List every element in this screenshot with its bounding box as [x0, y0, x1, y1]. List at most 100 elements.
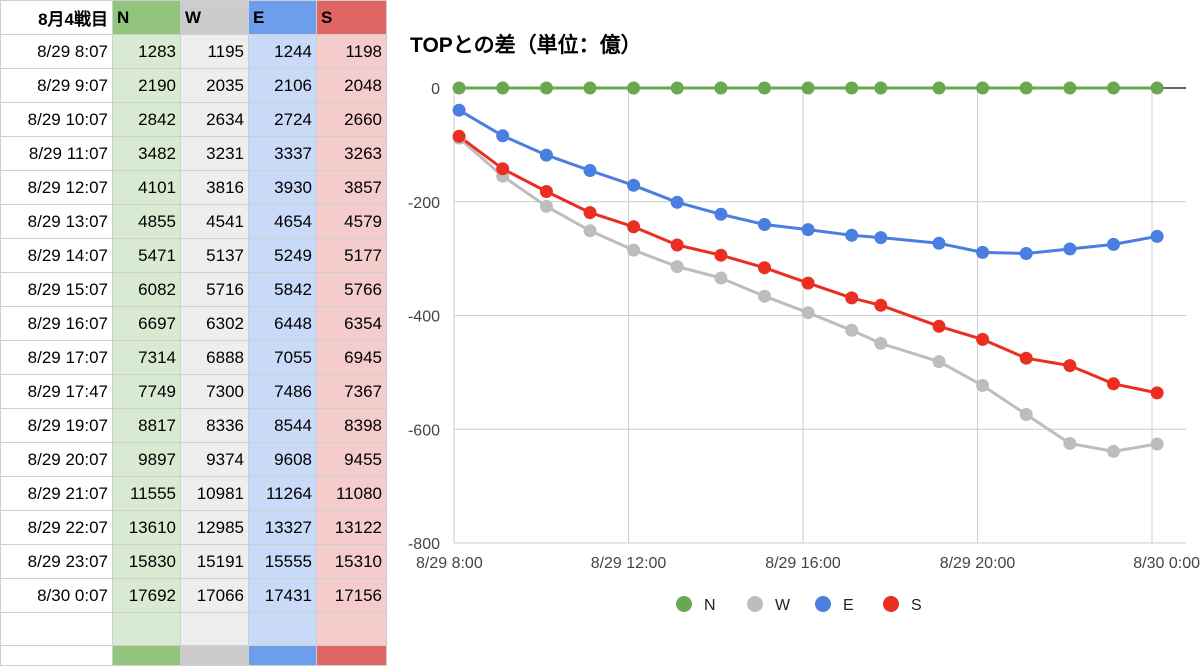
cell-time: 8/29 14:07 — [0, 238, 113, 273]
data-point-e — [1107, 237, 1120, 251]
cell-w: 7300 — [180, 374, 249, 409]
cell-w: 5716 — [180, 272, 249, 307]
header-cell-n: N — [112, 0, 181, 35]
cell-e: 11264 — [248, 476, 317, 511]
data-point-e — [714, 207, 728, 221]
data-point-e — [1150, 229, 1164, 243]
data-point-s — [932, 319, 946, 333]
cell-e: 4654 — [248, 204, 317, 239]
cell-w: 3231 — [180, 136, 249, 171]
cell-s: 13122 — [316, 510, 387, 545]
cell-e: 3930 — [248, 170, 317, 205]
table-header-row: 8月4戦目 N W E S — [0, 0, 387, 35]
data-point-n — [539, 81, 553, 95]
data-point-w — [1107, 444, 1120, 458]
color-key-cell — [0, 645, 113, 666]
data-point-e — [1063, 242, 1077, 256]
cell-n: 15830 — [112, 544, 181, 579]
cell-e: 7486 — [248, 374, 317, 409]
data-point-s — [874, 298, 888, 312]
data-point-w — [976, 379, 990, 392]
chart-title: TOPとの差（単位：億） — [410, 33, 642, 57]
cell-e: 17431 — [248, 578, 317, 613]
cell-n: 8817 — [112, 408, 181, 443]
cell-w: 2035 — [180, 68, 249, 103]
cell-n: 2190 — [112, 68, 181, 103]
series-line-s — [458, 135, 1158, 395]
data-point-e — [583, 164, 597, 177]
cell-w: 5137 — [180, 238, 249, 273]
cell-n: 4101 — [112, 170, 181, 205]
table-row: 8/30 0:07 17692 17066 17431 17156 — [0, 578, 387, 613]
data-point-s — [539, 185, 553, 198]
table-row: 8/29 16:07 6697 6302 6448 6354 — [0, 306, 387, 341]
data-point-n — [496, 81, 510, 95]
data-point-e — [539, 148, 553, 162]
legend-marker-e — [815, 596, 831, 612]
cell-n: 6697 — [112, 306, 181, 341]
table-row: 8/29 21:07 11555 10981 11264 11080 — [0, 476, 387, 511]
data-table: 8月4戦目 N W E S 8/29 8:07 1283 1195 1244 1198 8/29 9… — [0, 0, 387, 666]
data-point-e — [670, 195, 684, 209]
cell-n: 7749 — [112, 374, 181, 409]
data-point-w — [1019, 408, 1033, 421]
table-row: 8/29 19:07 8817 8336 8544 8398 — [0, 408, 387, 443]
data-point-n — [976, 81, 990, 95]
table-row: 8/29 20:07 9897 9374 9608 9455 — [0, 442, 387, 477]
cell-time: 8/29 20:07 — [0, 442, 113, 477]
cell-time: 8/29 13:07 — [0, 204, 113, 239]
cell-s: 11080 — [316, 476, 387, 511]
x-tick-label: 8/29 16:00 — [765, 555, 841, 572]
color-key-cell — [112, 645, 181, 666]
data-point-n — [583, 81, 597, 95]
data-point-s — [627, 220, 641, 234]
cell-time: 8/29 22:07 — [0, 510, 113, 545]
x-tick-label: 8/30 0:00 — [1133, 555, 1200, 572]
x-tick-label: 8/29 12:00 — [591, 555, 667, 572]
cell-n: 2842 — [112, 102, 181, 137]
data-point-w — [1150, 437, 1164, 451]
data-point-w — [539, 199, 553, 213]
cell-w: 9374 — [180, 442, 249, 477]
data-point-e — [627, 178, 641, 192]
cell-w: 17066 — [180, 578, 249, 613]
data-point-e — [496, 129, 510, 143]
legend-marker-n — [676, 596, 692, 612]
cell-s: 4579 — [316, 204, 387, 239]
cell-time: 8/29 15:07 — [0, 272, 113, 307]
data-point-n — [1019, 81, 1033, 95]
legend-label-n: N — [704, 597, 716, 614]
data-point-s — [801, 276, 815, 290]
data-point-n — [845, 81, 859, 95]
cell-time: 8/29 17:47 — [0, 374, 113, 409]
cell-w: 12985 — [180, 510, 249, 545]
cell-time: 8/29 17:07 — [0, 340, 113, 375]
table-row: 8/29 11:07 3482 3231 3337 3263 — [0, 136, 387, 171]
data-point-e — [932, 236, 946, 250]
data-point-w — [583, 224, 597, 238]
table-row: 8/29 17:47 7749 7300 7486 7367 — [0, 374, 387, 409]
cell-n: 3482 — [112, 136, 181, 171]
data-point-s — [452, 129, 466, 143]
cell-s: 15310 — [316, 544, 387, 579]
color-key-cell — [316, 645, 387, 666]
cell-w: 4541 — [180, 204, 249, 239]
data-point-s — [496, 162, 510, 176]
blank-cell — [112, 612, 181, 646]
cell-n: 5471 — [112, 238, 181, 273]
header-cell-w: W — [180, 0, 249, 35]
data-point-s — [976, 332, 990, 346]
cell-e: 15555 — [248, 544, 317, 579]
cell-s: 2660 — [316, 102, 387, 137]
data-point-s — [845, 291, 859, 305]
data-point-n — [932, 81, 946, 95]
cell-e: 8544 — [248, 408, 317, 443]
table-row: 8/29 17:07 7314 6888 7055 6945 — [0, 340, 387, 375]
cell-w: 2634 — [180, 102, 249, 137]
cell-e: 1244 — [248, 34, 317, 69]
color-key-row — [0, 645, 387, 666]
y-tick-label: -800 — [408, 536, 440, 553]
table-row: 8/29 10:07 2842 2634 2724 2660 — [0, 102, 387, 137]
data-point-e — [976, 245, 990, 259]
cell-s: 7367 — [316, 374, 387, 409]
